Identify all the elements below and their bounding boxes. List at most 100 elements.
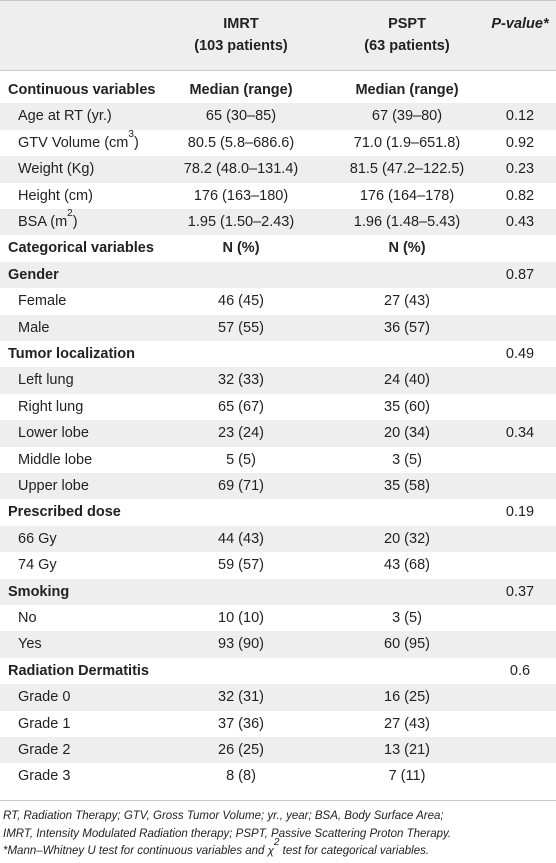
row-label: Tumor localization xyxy=(8,346,136,362)
row-label: No xyxy=(18,610,37,626)
row-label: Weight (Kg) xyxy=(18,161,95,178)
cell-pspt: 35 (58) xyxy=(384,478,430,494)
table-row: Continuous variables Median (range) Median… xyxy=(0,77,556,103)
row-label: Grade 3 xyxy=(18,768,71,785)
header-imrt-count: (103 patients) xyxy=(194,38,288,54)
row-label: Left lung xyxy=(18,372,74,389)
cell-pspt: 43 (68) xyxy=(384,557,430,574)
cell-pspt: Median (range) xyxy=(355,82,459,98)
row-label: Female xyxy=(18,293,67,310)
cell-pspt: 7 (11) xyxy=(388,768,426,785)
table-row: Right lung 65 (67) 35 (60) xyxy=(0,394,556,420)
cell-p-value: 0.49 xyxy=(505,346,535,362)
cell-imrt: 44 (43) xyxy=(218,530,264,547)
cell-imrt: 23 (24) xyxy=(218,425,264,442)
cell-imrt: 93 (90) xyxy=(218,636,264,653)
row-label: Prescribed dose xyxy=(8,504,121,521)
table-footnote: RT, Radiation Therapy; GTV, Gross Tumor … xyxy=(3,808,553,861)
cell-imrt: 26 (25) xyxy=(218,742,264,758)
row-label: Middle lobe xyxy=(18,451,93,468)
cell-pspt: 60 (95) xyxy=(384,636,430,653)
row-label: Radiation Dermatitis xyxy=(8,662,149,679)
header-imrt: IMRT (103 patients) xyxy=(170,13,312,57)
cell-imrt: 65 (67) xyxy=(218,398,264,415)
table-row: Gender 0.87 xyxy=(0,261,556,289)
cell-imrt: 46 (45) xyxy=(218,293,264,310)
row-label: Yes xyxy=(18,636,42,653)
cell-pspt: 176 (164–178) xyxy=(359,187,455,204)
row-label: Right lung xyxy=(18,398,84,415)
cell-p-value: 0.37 xyxy=(505,583,535,600)
cell-imrt: 1.95 (1.50–2.43) xyxy=(187,214,295,230)
cell-imrt: 32 (33) xyxy=(218,372,264,389)
table-row: Female 46 (45) 27 (43) xyxy=(0,288,556,314)
footnote-line-1: RT, Radiation Therapy; GTV, Gross Tumor … xyxy=(3,810,444,822)
table-row: Smoking 0.37 xyxy=(0,578,556,605)
footnote-line-2: IMRT, Intensity Modulated Radiation ther… xyxy=(3,827,452,840)
table-row: Radiation Dermatitis 0.6 xyxy=(0,658,556,684)
table-row: Yes 93 (90) 60 (95) xyxy=(0,631,556,658)
header-imrt-title: IMRT xyxy=(223,16,259,32)
row-label: GTV Volume (cm3) xyxy=(18,128,139,151)
cell-pspt: 20 (32) xyxy=(384,530,430,547)
cell-pspt: 1.96 (1.48–5.43) xyxy=(353,214,461,230)
row-label: 66 Gy xyxy=(18,530,57,547)
cell-pspt: 67 (39–80) xyxy=(371,108,443,125)
row-label: Categorical variables xyxy=(8,240,154,257)
table-row: Prescribed dose 0.19 xyxy=(0,499,556,525)
table-row: Categorical variables N (%) N (%) xyxy=(0,235,556,261)
cell-imrt: 37 (36) xyxy=(218,715,264,732)
row-label: Upper lobe xyxy=(18,478,89,494)
cell-p-value: 0.6 xyxy=(509,662,531,679)
cell-pspt: N (%) xyxy=(388,240,426,257)
table-row: Grade 2 26 (25) 13 (21) xyxy=(0,737,556,764)
table-row: Grade 3 8 (8) 7 (11) xyxy=(0,763,556,789)
table-row: 66 Gy 44 (43) 20 (32) xyxy=(0,525,556,553)
header-p-value: P-value* xyxy=(491,16,549,32)
table-row: Weight (Kg) 78.2 (48.0–131.4) 81.5 (47.2–1… xyxy=(0,156,556,183)
cell-imrt: 57 (55) xyxy=(218,319,264,336)
row-label: Age at RT (yr.) xyxy=(18,108,112,125)
cell-imrt: 8 (8) xyxy=(226,768,256,785)
cell-p-value: 0.92 xyxy=(505,134,535,151)
header-pspt: PSPT (63 patients) xyxy=(333,13,481,57)
row-label: Lower lobe xyxy=(18,425,89,442)
cell-p-value: 0.34 xyxy=(505,425,535,442)
cell-p-value: 0.43 xyxy=(505,214,535,230)
cell-imrt: Median (range) xyxy=(189,82,293,98)
row-label: Grade 1 xyxy=(18,715,71,732)
cell-pspt: 35 (60) xyxy=(384,398,430,415)
cell-p-value: 0.19 xyxy=(505,504,535,521)
header-pspt-title: PSPT xyxy=(388,16,426,32)
row-label: Male xyxy=(18,319,50,336)
cell-pspt: 27 (43) xyxy=(384,715,430,732)
row-label: Height (cm) xyxy=(18,187,93,204)
table-row: Grade 1 37 (36) 27 (43) xyxy=(0,711,556,737)
table-row: Grade 0 32 (31) 16 (25) xyxy=(0,684,556,711)
row-label: Grade 2 xyxy=(18,742,71,758)
table-row: Left lung 32 (33) 24 (40) xyxy=(0,367,556,394)
cell-pspt: 20 (34) xyxy=(384,425,430,442)
cell-pspt: 27 (43) xyxy=(384,293,430,310)
cell-imrt: 5 (5) xyxy=(226,451,256,468)
table-row: Height (cm) 176 (163–180) 176 (164–178) 0.8… xyxy=(0,183,556,209)
cell-pspt: 36 (57) xyxy=(384,319,430,336)
row-label: Continuous variables xyxy=(8,82,156,98)
cell-p-value: 0.23 xyxy=(505,161,535,178)
row-label: Grade 0 xyxy=(18,689,71,706)
table-row: Age at RT (yr.) 65 (30–85) 67 (39–80) 0.12 xyxy=(0,103,556,130)
cell-pspt: 81.5 (47.2–122.5) xyxy=(349,161,465,178)
cell-pspt: 13 (21) xyxy=(384,742,430,758)
cell-imrt: 176 (163–180) xyxy=(193,187,289,204)
table-row: GTV Volume (cm3) 80.5 (5.8–686.6) 71.0 (1.… xyxy=(0,128,556,156)
row-label: Gender xyxy=(8,266,59,283)
cell-pspt: 24 (40) xyxy=(384,372,430,389)
cell-pspt: 16 (25) xyxy=(384,689,430,706)
cell-imrt: 10 (10) xyxy=(218,610,264,626)
cell-imrt: 69 (71) xyxy=(218,478,264,494)
cell-imrt: 80.5 (5.8–686.6) xyxy=(187,134,295,151)
cell-pspt: 3 (5) xyxy=(392,610,422,626)
cell-imrt: 32 (31) xyxy=(218,689,264,706)
cell-pspt: 3 (5) xyxy=(392,451,422,468)
